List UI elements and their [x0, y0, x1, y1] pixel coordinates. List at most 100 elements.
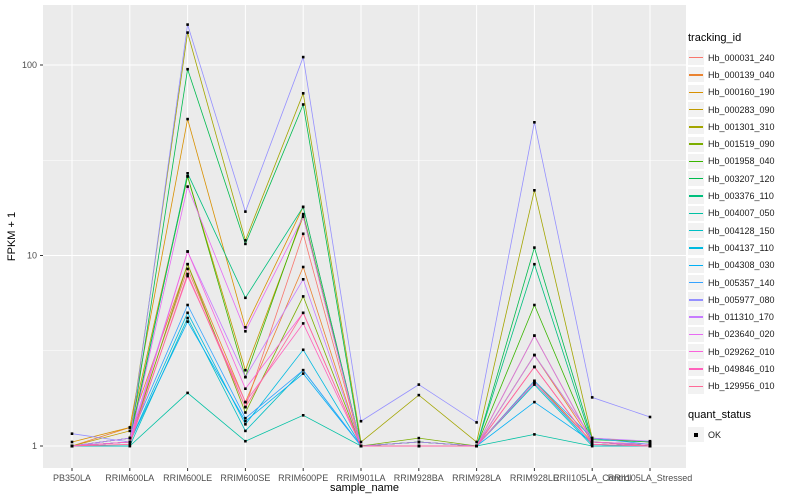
legend-item-Hb_049846_010: Hb_049846_010: [688, 360, 800, 377]
legend-key-line-icon: [688, 205, 704, 221]
x-tick-label: RRIM928LE: [510, 473, 559, 483]
data-point: [244, 416, 247, 420]
legend-key-line-icon: [688, 84, 704, 100]
data-point: [301, 311, 305, 315]
data-point: [186, 172, 189, 175]
legend-item-Hb_029262_010: Hb_029262_010: [688, 343, 800, 360]
data-point: [533, 433, 536, 436]
data-point: [475, 444, 478, 448]
legend-label: OK: [708, 429, 722, 440]
legend-item-Hb_011310_170: Hb_011310_170: [688, 308, 800, 325]
data-point: [590, 443, 594, 446]
legend-item-Hb_129956_010: Hb_129956_010: [688, 378, 800, 395]
data-point: [417, 393, 421, 397]
legend-key-line-icon: [688, 275, 704, 290]
data-point: [301, 265, 305, 269]
legend-key-line-icon: [688, 67, 704, 83]
data-point: [533, 379, 536, 383]
data-point: [301, 348, 305, 352]
legend-key-line-icon: [688, 153, 704, 169]
data-point: [244, 439, 247, 443]
data-point: [186, 274, 189, 278]
data-point: [186, 67, 189, 71]
data-point: [244, 400, 247, 404]
legend-key-line-icon: [688, 188, 704, 204]
x-tick-label: RRIM600LE: [163, 473, 212, 483]
legend: tracking_id Hb_000031_240 Hb_000139_040 Hb…: [688, 32, 800, 443]
legend-key-line-icon: [688, 223, 704, 239]
legend-item-Hb_004128_150: Hb_004128_150: [688, 222, 800, 239]
legend-label: Hb_004007_050: [708, 208, 775, 219]
legend-item-Hb_001519_090: Hb_001519_090: [688, 135, 800, 152]
legend-key-line-icon: [688, 50, 704, 66]
legend-key-line-icon: [688, 257, 704, 273]
data-point: [186, 185, 189, 188]
data-point: [128, 443, 132, 446]
data-point: [648, 443, 652, 446]
data-point: [301, 414, 305, 417]
data-point: [301, 212, 305, 216]
data-point: [533, 365, 536, 369]
legend-key-line-icon: [688, 309, 704, 325]
data-point: [417, 444, 421, 448]
data-point: [648, 444, 652, 448]
data-point: [70, 444, 74, 448]
legend-key-line-icon: [688, 361, 704, 377]
data-point: [475, 421, 478, 424]
legend-item-Hb_000283_090: Hb_000283_090: [688, 101, 800, 118]
legend-label: Hb_011310_170: [708, 312, 774, 323]
legend-item-Hb_005977_080: Hb_005977_080: [688, 291, 800, 308]
data-point: [128, 440, 132, 444]
legend-title-tracking-id: tracking_id: [688, 32, 742, 44]
legend-label: Hb_005977_080: [708, 294, 775, 305]
data-point: [359, 440, 363, 444]
data-point: [128, 429, 132, 433]
legend-items: Hb_000031_240 Hb_000139_040 Hb_000160_190 H…: [688, 49, 800, 395]
data-point: [186, 267, 189, 271]
data-point: [301, 103, 305, 106]
data-point: [244, 368, 247, 372]
data-point: [475, 440, 478, 444]
data-point: [128, 444, 132, 448]
x-axis-title: sample_name: [330, 482, 399, 494]
x-tick-label: RRIM600PE: [278, 473, 328, 483]
data-point: [359, 444, 363, 448]
data-point: [244, 330, 247, 333]
data-point: [590, 396, 594, 399]
legend-label: Hb_001519_090: [708, 139, 775, 150]
legend-item-Hb_001958_040: Hb_001958_040: [688, 153, 800, 170]
legend-item-Hb_003376_110: Hb_003376_110: [688, 187, 800, 204]
data-point: [301, 368, 305, 372]
legend-label: Hb_004137_110: [708, 242, 774, 253]
data-point: [70, 440, 74, 444]
legend-label: Hb_005357_140: [708, 277, 775, 288]
data-point: [590, 436, 594, 440]
quant-ok-key-icon: [688, 427, 704, 443]
y-tick-label: 100: [22, 60, 37, 70]
data-point: [244, 405, 247, 409]
x-tick-label: RRII105LA_Control: [553, 473, 631, 483]
data-point: [186, 31, 189, 34]
data-point: [244, 387, 247, 390]
data-point: [244, 419, 247, 423]
data-point: [301, 92, 305, 95]
data-point: [417, 383, 421, 386]
legend-key-line-icon: [688, 326, 704, 342]
legend-item-Hb_003207_120: Hb_003207_120: [688, 170, 800, 187]
data-point: [533, 246, 536, 249]
legend-label: Hb_049846_010: [708, 363, 775, 374]
legend-label: Hb_000139_040: [708, 69, 775, 80]
legend-label: Hb_000283_090: [708, 104, 775, 115]
data-point: [533, 400, 536, 404]
data-point: [186, 175, 189, 178]
data-point: [186, 391, 189, 395]
data-point: [590, 440, 594, 444]
y-tick-label: 1: [32, 441, 37, 451]
data-point: [244, 375, 247, 379]
x-tick-label: RRIM901LA: [336, 473, 385, 483]
legend-key-line-icon: [688, 292, 704, 308]
data-point: [128, 426, 132, 429]
data-point: [244, 210, 247, 213]
x-tick-label: RRIM600LA: [105, 473, 154, 483]
